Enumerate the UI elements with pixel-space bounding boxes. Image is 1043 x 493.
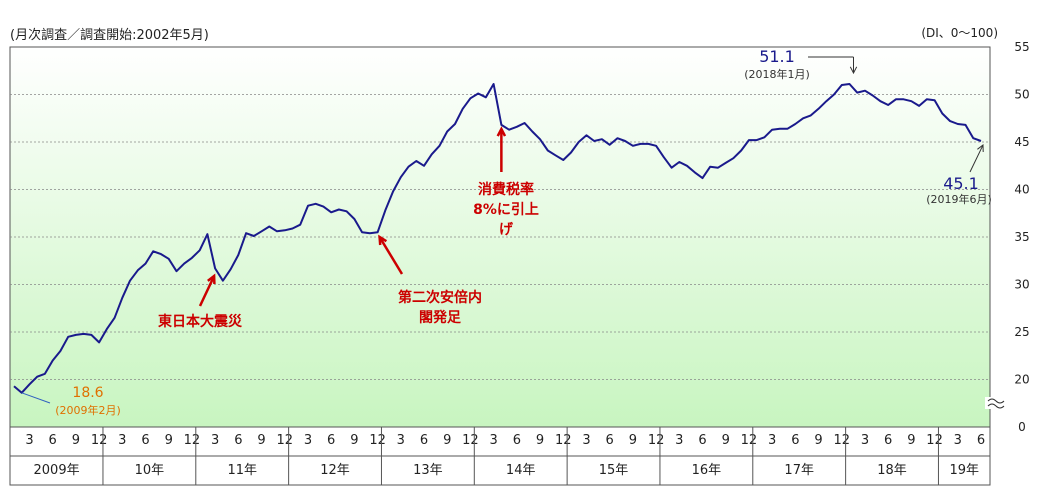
peak-value-label: 51.1 [759,47,795,66]
year-label: 13年 [413,463,443,478]
year-label: 17年 [784,463,814,478]
month-tick-label: 6 [327,433,335,448]
month-tick-label: 3 [954,433,962,448]
month-tick-label: 12 [184,433,201,448]
annotation-arrow [378,236,404,275]
year-label: 15年 [599,463,629,478]
unit-label: (DI、0〜100) [921,26,998,40]
axis-break-wave [987,403,1005,409]
annotation-arrowhead [849,66,858,75]
month-tick-label: 9 [814,433,822,448]
annotation-arrowhead [378,234,388,246]
axis-break-gap [985,397,1007,409]
month-tick-label: 6 [606,433,614,448]
month-tick-label: 3 [118,433,126,448]
y-tick-label: 0 [1018,420,1026,434]
tax-label-line: げ [499,222,514,238]
month-tick-label: 9 [536,433,544,448]
series-line [13,83,982,394]
y-tick-label: 45 [1014,135,1029,149]
month-tick-label: 12 [741,433,758,448]
y-tick-label: 40 [1014,183,1029,197]
year-label: 2009年 [34,463,80,478]
year-label: 18年 [877,463,907,478]
month-tick-label: 9 [907,433,915,448]
annotation-arrow [969,144,984,173]
month-tick-label: 9 [72,433,80,448]
abe-label-line: 第二次安倍内 [398,289,482,306]
y-tick-label: 25 [1014,325,1029,339]
year-label: 19年 [949,463,979,478]
annotation-arrowhead [207,273,216,285]
month-tick-label: 12 [462,433,479,448]
y-tick-label: 50 [1014,88,1029,102]
month-tick-label: 3 [211,433,219,448]
month-tick-label: 9 [257,433,265,448]
month-tick-label: 9 [629,433,637,448]
y-tick-labels: 0 20 25 30 35 40 45 50 55 [1014,40,1029,434]
month-tick-label: 3 [582,433,590,448]
month-tick-label: 6 [420,433,428,448]
month-tick-label: 12 [926,433,943,448]
month-tick-label: 3 [768,433,776,448]
tax-label-line: 8%に引上 [473,202,539,218]
last-date-label: (2019年6月) [926,192,992,206]
year-label: 14年 [506,463,536,478]
month-tick-label: 12 [91,433,108,448]
month-tick-label: 12 [648,433,665,448]
year-label: 11年 [227,463,257,478]
year-label: 12年 [320,463,350,478]
low-value-label: 18.6 [72,385,103,401]
month-tick-label: 9 [165,433,173,448]
month-tick-label: 3 [397,433,405,448]
month-tick-label: 12 [276,433,293,448]
axis-break-mark [985,397,1007,409]
month-tick-label: 6 [698,433,706,448]
y-tick-label: 20 [1014,373,1029,387]
annotations: 18.6 (2009年2月) 51.1(2018年1月) 45.1(2019年6月) 東… [21,47,992,417]
abe-label-line: 閣発足 [419,309,462,326]
month-tick-label: 3 [25,433,33,448]
month-tick-label: 6 [884,433,892,448]
tax-label-line: 消費税率 [478,181,534,198]
low-date-label: (2009年2月) [55,403,121,417]
axis-break-wave [987,398,1005,404]
y-tick-label: 30 [1014,278,1029,292]
month-tick-label: 3 [861,433,869,448]
month-tick-label: 9 [722,433,730,448]
grid-lines [10,94,990,380]
month-tick-label: 12 [369,433,386,448]
y-tick-label: 35 [1014,230,1029,244]
annotation-arrow [198,275,216,307]
month-tick-label: 6 [234,433,242,448]
month-tick-label: 3 [675,433,683,448]
month-tick-label: 6 [977,433,985,448]
month-tick-label: 6 [49,433,57,448]
month-tick-label: 9 [350,433,358,448]
month-tick-label: 3 [304,433,312,448]
quake-label: 東日本大震災 [158,313,243,330]
month-tick-label: 6 [513,433,521,448]
annotation-arrowhead [977,144,984,153]
month-tick-label: 12 [833,433,850,448]
year-label: 10年 [135,463,165,478]
low-leader-line [21,392,51,404]
annotation-arrowhead [496,126,507,137]
month-tick-label: 6 [141,433,149,448]
y-tick-label: 55 [1014,40,1029,54]
month-tick-label: 12 [555,433,572,448]
chart-subtitle: (月次調査／調査開始:2002年5月) [10,27,209,43]
month-tick-label: 3 [489,433,497,448]
month-tick-label: 6 [791,433,799,448]
year-label: 16年 [692,463,722,478]
peak-date-label: (2018年1月) [744,67,810,81]
month-tick-label: 9 [443,433,451,448]
last-value-label: 45.1 [943,174,979,193]
